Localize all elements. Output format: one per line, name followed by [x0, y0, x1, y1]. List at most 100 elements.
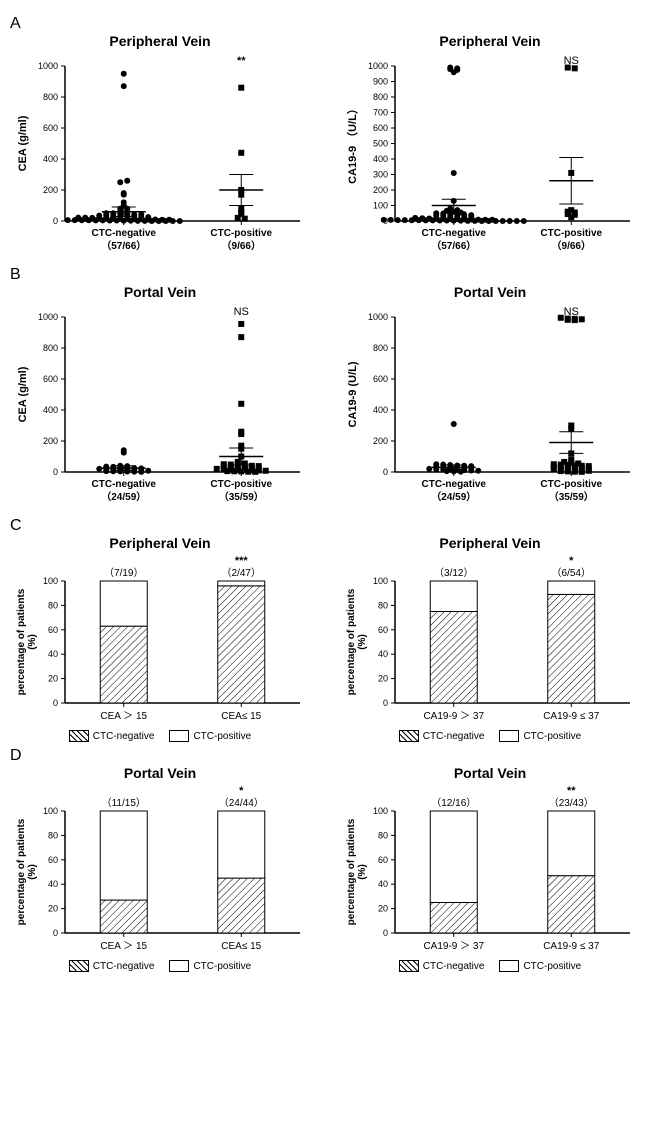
svg-text:800: 800	[43, 92, 58, 102]
svg-text:0: 0	[53, 698, 58, 708]
svg-text:（35/59）: （35/59）	[219, 490, 264, 503]
chart-title: Portal Vein	[10, 284, 310, 300]
svg-text:（11/15）: （11/15）	[102, 797, 146, 809]
svg-text:（9/66）: （9/66）	[552, 239, 591, 252]
chart-c-left: Peripheral Vein 020406080100percentage o…	[10, 535, 310, 742]
legend-item-pos: CTC-positive	[499, 730, 581, 742]
svg-text:800: 800	[43, 343, 58, 353]
svg-text:CTC-positive: CTC-positive	[540, 479, 602, 490]
legend-swatch-white	[499, 730, 519, 742]
chart-c-right: Peripheral Vein 020406080100percentage o…	[340, 535, 640, 742]
legend-label: CTC-negative	[423, 961, 485, 972]
svg-text:600: 600	[373, 374, 388, 384]
svg-text:100: 100	[373, 201, 388, 211]
svg-text:（24/59）: （24/59）	[431, 490, 476, 503]
scatter-svg: 01002003004005006007008009001000CA19-9 （…	[340, 51, 640, 261]
legend-item-pos: CTC-positive	[499, 960, 581, 972]
svg-text:percentage of patients: percentage of patients	[16, 818, 27, 925]
row-d: Portal Vein 020406080100percentage of pa…	[5, 765, 645, 972]
svg-text:CEA (g/ml): CEA (g/ml)	[17, 366, 29, 422]
svg-text:600: 600	[373, 123, 388, 133]
svg-text:900: 900	[373, 77, 388, 87]
svg-text:NS: NS	[234, 306, 249, 318]
svg-text:600: 600	[43, 374, 58, 384]
legend-swatch-white	[169, 960, 189, 972]
legend-label: CTC-negative	[423, 731, 485, 742]
legend-label: CTC-positive	[193, 731, 251, 742]
svg-text:percentage of patients: percentage of patients	[16, 588, 27, 695]
legend-swatch-hatched	[399, 960, 419, 972]
panel-label-d: D	[10, 747, 645, 765]
bar-svg: 020406080100percentage of patients(%)（11…	[10, 783, 310, 958]
svg-text:20: 20	[48, 674, 58, 684]
svg-text:（24/44）: （24/44）	[219, 797, 264, 809]
chart-title: Portal Vein	[10, 765, 310, 781]
svg-text:80: 80	[48, 600, 58, 610]
svg-text:percentage of patients: percentage of patients	[346, 818, 357, 925]
svg-text:400: 400	[43, 405, 58, 415]
chart-b-right: Portal Vein 02004006008001000CA19-9 (U/L…	[340, 284, 640, 512]
panel-label-c: C	[10, 517, 645, 535]
svg-text:500: 500	[373, 139, 388, 149]
svg-text:60: 60	[48, 855, 58, 865]
svg-text:CA19-9 ＞ 37: CA19-9 ＞ 37	[423, 941, 484, 952]
svg-text:CTC-negative: CTC-negative	[422, 479, 487, 490]
svg-text:100: 100	[373, 806, 388, 816]
svg-text:60: 60	[48, 625, 58, 635]
chart-title: Peripheral Vein	[10, 33, 310, 49]
svg-text:**: **	[237, 55, 246, 67]
svg-text:（3/12）: （3/12）	[434, 567, 473, 579]
svg-text:(%): (%)	[27, 634, 38, 650]
svg-text:percentage of patients: percentage of patients	[346, 588, 357, 695]
svg-text:0: 0	[53, 928, 58, 938]
chart-title: Peripheral Vein	[340, 535, 640, 551]
svg-text:20: 20	[48, 904, 58, 914]
svg-text:（35/59）: （35/59）	[549, 490, 594, 503]
svg-text:CA19-9 (U/L): CA19-9 (U/L)	[347, 361, 359, 427]
svg-text:CEA≤ 15: CEA≤ 15	[221, 941, 261, 952]
svg-text:CTC-positive: CTC-positive	[540, 228, 602, 239]
svg-text:(%): (%)	[357, 864, 368, 880]
bar-svg: 020406080100percentage of patients(%)（3/…	[340, 553, 640, 728]
svg-text:800: 800	[373, 343, 388, 353]
legend-item-neg: CTC-negative	[69, 960, 155, 972]
svg-text:400: 400	[43, 154, 58, 164]
svg-text:20: 20	[378, 904, 388, 914]
panel-label-b: B	[10, 266, 645, 284]
chart-a-right: Peripheral Vein 010020030040050060070080…	[340, 33, 640, 261]
svg-text:1000: 1000	[38, 61, 58, 71]
svg-text:*: *	[239, 785, 244, 797]
bar-svg: 020406080100percentage of patients(%)（12…	[340, 783, 640, 958]
svg-text:40: 40	[378, 649, 388, 659]
svg-text:CTC-negative: CTC-negative	[92, 228, 157, 239]
svg-text:80: 80	[48, 830, 58, 840]
svg-text:CTC-negative: CTC-negative	[422, 228, 487, 239]
svg-text:0: 0	[383, 698, 388, 708]
svg-text:60: 60	[378, 625, 388, 635]
svg-text:(%): (%)	[357, 634, 368, 650]
legend-item-neg: CTC-negative	[399, 730, 485, 742]
svg-text:CA19-9 ≤ 37: CA19-9 ≤ 37	[543, 711, 600, 722]
svg-text:（57/66）: （57/66）	[101, 239, 146, 252]
svg-text:40: 40	[48, 649, 58, 659]
svg-text:100: 100	[373, 576, 388, 586]
svg-text:（23/43）: （23/43）	[549, 797, 594, 809]
svg-text:CTC-positive: CTC-positive	[210, 479, 272, 490]
legend-label: CTC-negative	[93, 961, 155, 972]
svg-text:1000: 1000	[368, 61, 388, 71]
scatter-svg: 02004006008001000CA19-9 (U/L)CTC-negativ…	[340, 302, 640, 512]
svg-text:1000: 1000	[38, 312, 58, 322]
chart-d-left: Portal Vein 020406080100percentage of pa…	[10, 765, 310, 972]
svg-text:400: 400	[373, 154, 388, 164]
svg-text:***: ***	[235, 555, 249, 567]
row-c: Peripheral Vein 0 20 40 60 80 100 percentage o…	[5, 535, 645, 742]
legend-item-neg: CTC-negative	[399, 960, 485, 972]
svg-text:80: 80	[378, 600, 388, 610]
legend-label: CTC-positive	[523, 731, 581, 742]
svg-text:100: 100	[43, 806, 58, 816]
legend-label: CTC-positive	[193, 961, 251, 972]
svg-text:0: 0	[53, 216, 58, 226]
legend-swatch-white	[169, 730, 189, 742]
legend-label: CTC-positive	[523, 961, 581, 972]
legend-swatch-hatched	[69, 960, 89, 972]
